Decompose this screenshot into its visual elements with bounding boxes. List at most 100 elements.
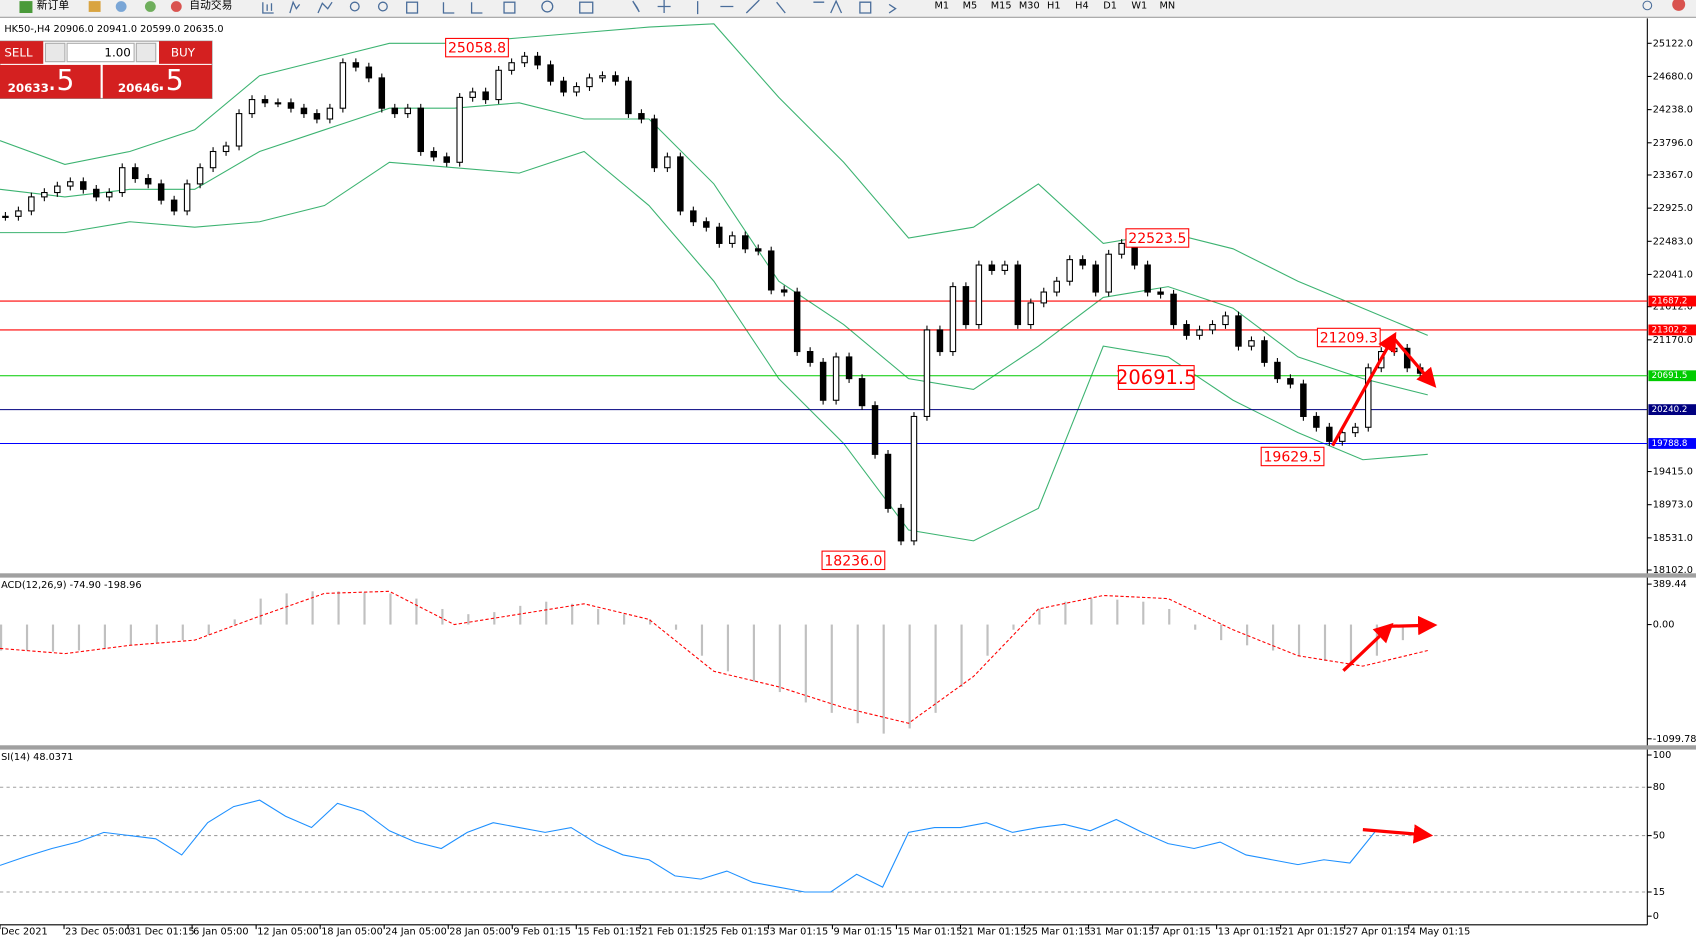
macd-bar	[1090, 598, 1093, 625]
x-tick-label: 13 Apr 01:15	[1218, 926, 1281, 937]
volume-down[interactable]	[44, 42, 66, 63]
candle	[586, 77, 593, 88]
toolbar-icon[interactable]	[115, 1, 127, 12]
timeframe-button[interactable]: M30	[1019, 0, 1040, 11]
buy-label[interactable]: BUY	[171, 46, 196, 60]
chart-type-icon[interactable]	[289, 0, 301, 14]
candle	[780, 289, 788, 293]
candle	[573, 86, 580, 93]
y-tick-label: 0	[1653, 911, 1659, 922]
candle	[209, 150, 217, 169]
signal-line	[0, 590, 1428, 724]
macd-bar	[259, 598, 262, 625]
ask-main[interactable]: 20646	[118, 81, 159, 95]
x-tick-label: 24 Jan 05:00	[385, 926, 447, 937]
macd-bar	[960, 624, 963, 687]
candle	[1118, 242, 1125, 255]
macd-bar	[181, 624, 184, 641]
macd-bar	[882, 624, 885, 734]
scroll-icon[interactable]	[442, 2, 483, 14]
timeframe-bar: M1 M5 M15 M30 H1 H4 D1 W1 MN	[935, 0, 1176, 11]
candle	[1352, 426, 1359, 434]
indicator-icon[interactable]	[503, 1, 516, 14]
price-level-label: 19788.8	[1652, 439, 1688, 449]
drawing-tools[interactable]	[632, 0, 897, 15]
auto-trading-button[interactable]: 自动交易	[189, 0, 232, 11]
candle	[1365, 367, 1372, 428]
toolbar	[0, 0, 1696, 18]
candle	[1053, 280, 1060, 293]
search-icon[interactable]	[1642, 0, 1653, 11]
notification-icon[interactable]	[1672, 0, 1686, 11]
candle	[716, 226, 723, 244]
zoom-out-icon[interactable]	[377, 1, 388, 12]
new-order-button[interactable]: 新订单	[37, 0, 70, 11]
candle	[1170, 293, 1177, 326]
candle	[1339, 432, 1346, 442]
zoom-in-icon[interactable]	[349, 1, 360, 12]
timeframe-button[interactable]: M1	[935, 0, 950, 11]
candle	[339, 62, 347, 109]
candle	[1326, 426, 1333, 442]
candle	[118, 167, 126, 194]
ask-frac[interactable]: .5	[157, 64, 184, 97]
candle	[625, 80, 632, 115]
x-tick-label: 27 Apr 01:15	[1346, 926, 1409, 937]
volume-up[interactable]	[135, 42, 157, 63]
tile-icon[interactable]	[406, 1, 419, 14]
chart-type-icon[interactable]	[317, 1, 333, 14]
x-tick-label: 9 Feb 01:15	[513, 926, 571, 937]
timeframe-button[interactable]: M5	[963, 0, 978, 11]
x-tick-label: 28 Jan 05:00	[449, 926, 511, 937]
candle	[261, 99, 269, 104]
candle	[754, 248, 762, 252]
toolbar-icon[interactable]	[144, 1, 156, 12]
sell-price-button[interactable]	[0, 64, 101, 99]
macd-bar	[1038, 608, 1041, 625]
candle	[1300, 383, 1307, 417]
y-tick-label: 100	[1653, 750, 1672, 761]
x-tick-label: 15 Feb 01:15	[577, 926, 641, 937]
macd-bar	[1142, 601, 1145, 625]
buy-button[interactable]	[159, 41, 212, 64]
y-tick-label: -1099.78	[1653, 734, 1696, 745]
sell-button[interactable]	[0, 41, 44, 64]
macd-bar	[1194, 624, 1197, 630]
timeframe-button[interactable]: H1	[1047, 0, 1061, 11]
bid-frac[interactable]: .5	[48, 64, 75, 97]
y-tick-label: 22041.0	[1653, 269, 1693, 280]
auto-trading-icon[interactable]	[170, 1, 182, 12]
toolbar-icons[interactable]	[262, 0, 897, 15]
price-level-label: 21687.2	[1652, 297, 1688, 307]
candle	[456, 96, 463, 163]
volume-input[interactable]	[66, 42, 135, 63]
symbol-header: HK50-,H4 20906.0 20941.0 20599.0 20635.0	[4, 24, 223, 35]
timeframe-button[interactable]: MN	[1160, 0, 1176, 11]
new-order-icon[interactable]	[19, 1, 33, 14]
timeframe-button[interactable]: H4	[1075, 0, 1089, 11]
timeframe-button[interactable]: W1	[1131, 0, 1147, 11]
template-icon[interactable]	[579, 1, 594, 14]
candle	[1313, 415, 1320, 428]
price-level-tag	[1648, 370, 1696, 382]
macd-bar	[545, 601, 548, 625]
sell-label[interactable]: SELL	[4, 46, 33, 60]
buy-price-button[interactable]	[102, 64, 212, 99]
macd-bar	[1323, 624, 1327, 661]
period-icon[interactable]	[541, 0, 554, 13]
candle	[365, 66, 373, 79]
timeframe-button[interactable]: M15	[991, 0, 1012, 11]
chart-type-icon[interactable]	[262, 2, 274, 14]
price-annotation: 21209.3	[1320, 331, 1378, 347]
candle	[15, 210, 22, 217]
y-tick-label: 50	[1653, 831, 1665, 842]
toolbar-icon[interactable]	[88, 1, 101, 12]
candle	[806, 351, 814, 363]
y-tick-label: 22483.0	[1653, 236, 1693, 247]
candle	[858, 378, 866, 407]
timeframe-button[interactable]: D1	[1103, 0, 1117, 11]
candle	[352, 62, 360, 68]
bid-main[interactable]: 20633	[8, 81, 49, 95]
volume-value[interactable]: 1.00	[104, 46, 130, 60]
candle	[677, 156, 684, 212]
